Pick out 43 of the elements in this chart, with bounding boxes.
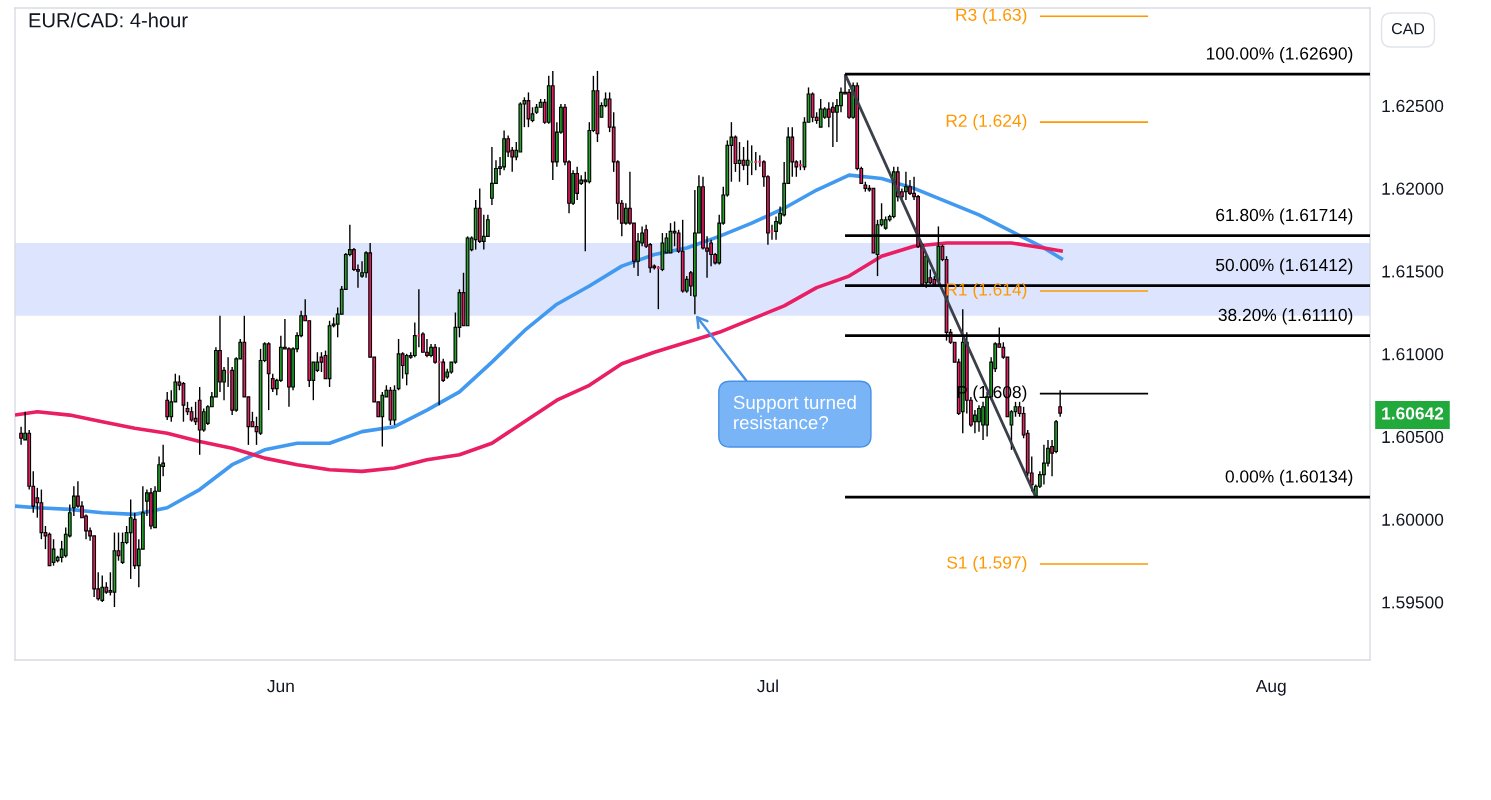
candlestick xyxy=(830,101,835,148)
candlestick xyxy=(19,425,23,446)
candlestick xyxy=(165,391,170,421)
y-tick-label: 1.60000 xyxy=(1382,513,1444,526)
x-tick-label: Aug xyxy=(1255,680,1286,696)
candlestick xyxy=(810,91,815,123)
candlestick xyxy=(668,222,673,254)
series-label: 38.20% (1.61110) xyxy=(1218,308,1353,325)
candlestick xyxy=(526,91,531,128)
y-tick-label: 1.61000 xyxy=(1382,348,1444,361)
series-label: 61.80% (1.61714) xyxy=(1216,208,1353,225)
candlestick xyxy=(623,202,628,226)
y-tick-label: 1.62000 xyxy=(1382,182,1444,195)
y-tick-label: 1.60500 xyxy=(1382,430,1444,444)
y-tick-label: 1.62500 xyxy=(1382,99,1444,113)
candlestick xyxy=(270,373,275,393)
candlestick xyxy=(977,404,981,433)
candlestick xyxy=(1042,444,1046,486)
y-tick-label: 1.59500 xyxy=(1382,596,1444,609)
candlestick xyxy=(818,98,823,128)
candlestick xyxy=(404,353,409,386)
x-tick-label: Jul xyxy=(757,679,778,693)
chart-title: EUR/CAD: 4-hour xyxy=(29,12,188,28)
series-label: 50.00% (1.61412) xyxy=(1216,258,1353,275)
y-tick-label: 1.60642 xyxy=(1382,407,1444,420)
series-label: 0.00% (1.60134) xyxy=(1225,469,1353,487)
candlestick xyxy=(485,214,490,238)
candlestick xyxy=(745,139,750,186)
series-label: R3 (1.63) xyxy=(956,8,1027,25)
annotation: Support turned resistance? xyxy=(733,395,856,430)
candlestick xyxy=(741,146,746,171)
y-tick-label: 1.61500 xyxy=(1382,265,1444,278)
series-label: S1 (1.597) xyxy=(947,555,1027,573)
candlestick xyxy=(51,538,56,567)
candlestick xyxy=(490,146,494,206)
series-label: 100.00% (1.62690) xyxy=(1206,46,1353,64)
candlestick xyxy=(128,498,133,580)
candlestick xyxy=(904,171,908,201)
candlestick xyxy=(100,574,105,603)
y-axis-title: CAD xyxy=(1391,22,1425,35)
series-label: R2 (1.624) xyxy=(946,114,1027,131)
x-tick-label: Jun xyxy=(267,680,294,693)
candlestick xyxy=(380,391,385,448)
